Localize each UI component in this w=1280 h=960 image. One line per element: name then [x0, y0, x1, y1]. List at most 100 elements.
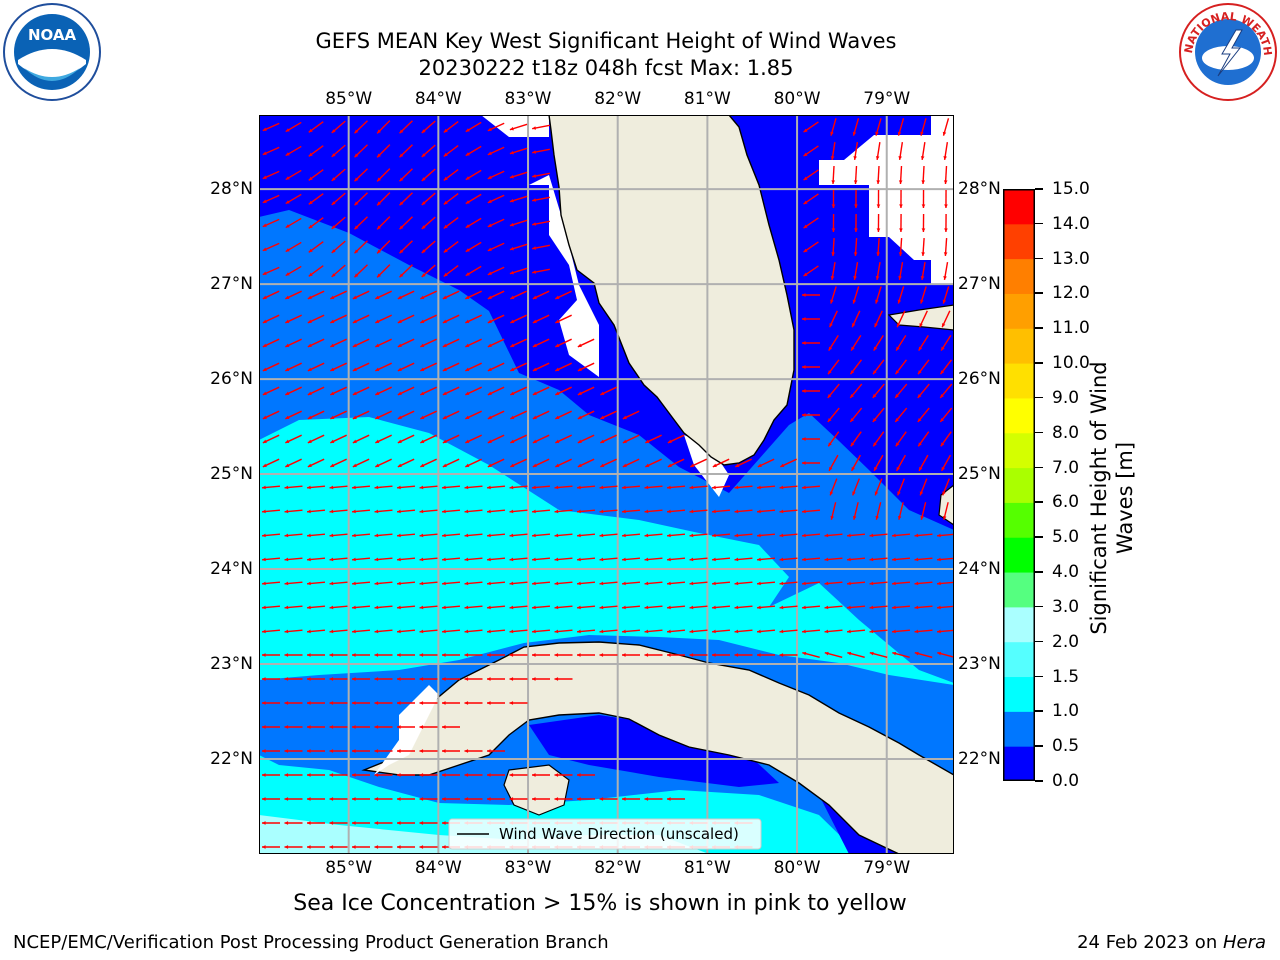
- wind-wave-arrow-head: [420, 391, 425, 395]
- wind-wave-arrow-head: [442, 463, 447, 467]
- wind-wave-arrow-head: [443, 128, 448, 133]
- wind-wave-arrow-head: [397, 463, 402, 467]
- wind-wave-arrow-head: [847, 581, 851, 586]
- wind-wave-arrow-head: [262, 367, 267, 371]
- colorbar-segment: [1003, 502, 1035, 538]
- lat-tick-label: 24°N: [958, 559, 1001, 580]
- wind-wave-arrow-head: [354, 153, 359, 158]
- lat-tick-label: 24°N: [210, 559, 253, 580]
- lon-tick-label: 79°W: [863, 858, 911, 878]
- wind-wave-arrow-head: [532, 415, 537, 419]
- wind-wave-arrow-head: [600, 439, 605, 443]
- colorbar-tick-label: 0.5: [1052, 736, 1080, 757]
- wind-wave-arrow-head: [872, 418, 877, 422]
- wind-wave-arrow-head: [464, 509, 469, 514]
- wind-wave-arrow-head: [442, 677, 446, 681]
- wind-wave-arrow-head: [897, 131, 902, 136]
- wind-wave-arrow-head: [689, 533, 694, 538]
- wind-wave-arrow-head: [377, 225, 381, 230]
- wind-wave-arrow-head: [802, 581, 806, 586]
- colorbar-tick-label: 1.0: [1052, 701, 1080, 722]
- wind-wave-arrow-head: [307, 439, 312, 443]
- wind-wave-arrow-head: [554, 797, 559, 801]
- wind-wave-arrow-head: [873, 370, 877, 375]
- wind-wave-arrow-head: [920, 276, 925, 280]
- colorbar-segment: [1003, 676, 1035, 712]
- wind-wave-arrow-head: [644, 797, 649, 801]
- wind-wave-arrow-head: [262, 223, 267, 227]
- wind-wave-arrow-head: [352, 295, 357, 299]
- colorbar-tick-label: 1.5: [1052, 666, 1080, 687]
- wind-wave-arrow-head: [577, 629, 581, 634]
- wind-wave-arrow-head: [487, 247, 492, 251]
- wind-wave-arrow-head: [802, 461, 806, 465]
- wind-wave-arrow-head: [554, 533, 559, 538]
- wind-wave-arrow-head: [307, 749, 311, 753]
- wind-wave-arrow-head: [419, 845, 424, 849]
- wind-wave-arrow-head: [622, 653, 626, 657]
- wind-wave-arrow-head: [442, 485, 446, 490]
- wind-wave-arrow-head: [284, 773, 289, 777]
- wind-wave-arrow-head: [532, 509, 536, 514]
- wind-wave-arrow-head: [532, 150, 536, 154]
- wind-wave-arrow-head: [873, 442, 877, 447]
- wind-wave-arrow-head: [509, 557, 514, 562]
- wind-wave-arrow-head: [464, 557, 469, 562]
- wind-wave-arrow-head: [354, 177, 359, 182]
- wind-wave-arrow-head: [464, 797, 469, 801]
- no-data-cuba-west: [374, 685, 439, 775]
- wind-wave-arrow-head: [374, 725, 379, 729]
- wind-wave-arrow-head: [419, 533, 424, 538]
- wind-wave-arrow-head: [285, 343, 290, 347]
- wind-wave-arrow-head: [331, 129, 336, 133]
- wind-wave-arrow-head: [284, 629, 289, 634]
- wind-wave-arrow-head: [876, 180, 881, 184]
- wind-wave-arrow-head: [599, 797, 604, 801]
- wind-wave-arrow-head: [330, 463, 335, 467]
- wind-wave-arrow-head: [532, 126, 536, 130]
- wind-wave-arrow-head: [352, 773, 356, 777]
- wind-wave-arrow-head: [802, 651, 807, 656]
- wind-wave-arrow-head: [532, 295, 537, 299]
- wind-wave-arrow-head: [374, 581, 379, 586]
- wind-wave-arrow-head: [262, 391, 267, 395]
- wind-wave-arrow-head: [284, 653, 289, 657]
- wind-wave-arrow-head: [917, 418, 922, 422]
- wind-wave-arrow-head: [898, 156, 902, 160]
- wind-wave-arrow-head: [421, 129, 426, 133]
- wind-wave-arrow-head: [397, 367, 402, 371]
- wind-wave-arrow-head: [876, 228, 881, 232]
- wind-wave-arrow-head: [532, 367, 537, 371]
- noaa-logo: NOAA: [3, 3, 101, 101]
- wind-wave-arrow-head: [307, 463, 312, 467]
- nws-logo: NATIONAL WEATHER SERVICE: [1178, 2, 1277, 101]
- wind-wave-arrow-head: [532, 319, 537, 323]
- wind-wave-arrow-head: [827, 418, 832, 422]
- wind-wave-arrow-head: [487, 749, 491, 753]
- wind-wave-arrow-head: [443, 272, 448, 277]
- wind-wave-arrow-head: [308, 272, 313, 277]
- wind-wave-arrow-head: [802, 389, 806, 393]
- wind-wave-arrow-head: [465, 391, 470, 395]
- wind-wave-arrow-head: [779, 509, 784, 514]
- wind-wave-arrow-head: [487, 367, 492, 371]
- wind-wave-arrow-head: [874, 466, 878, 471]
- colorbar-tick-label: 6.0: [1052, 492, 1080, 513]
- wind-wave-arrow-head: [262, 557, 266, 562]
- wind-wave-arrow-head: [464, 581, 469, 586]
- wind-wave-arrow-head: [873, 346, 878, 351]
- wind-wave-arrow-head: [419, 605, 424, 610]
- wind-wave-arrow-head: [284, 581, 289, 586]
- wind-wave-arrow-head: [464, 605, 469, 610]
- wind-wave-arrow-head: [509, 797, 514, 801]
- wind-wave-arrow-head: [942, 131, 947, 136]
- wind-wave-arrow-head: [803, 248, 808, 253]
- colorbar-tick-label: 5.0: [1052, 527, 1080, 548]
- wind-wave-arrow-head: [399, 273, 404, 278]
- wind-wave-arrow-head: [802, 365, 806, 369]
- wind-wave-arrow-head: [802, 533, 806, 538]
- wind-wave-arrow-head: [487, 295, 492, 299]
- wind-wave-arrow-head: [442, 773, 446, 777]
- wind-wave-arrow-head: [869, 651, 874, 656]
- wind-wave-arrow-head: [802, 317, 806, 321]
